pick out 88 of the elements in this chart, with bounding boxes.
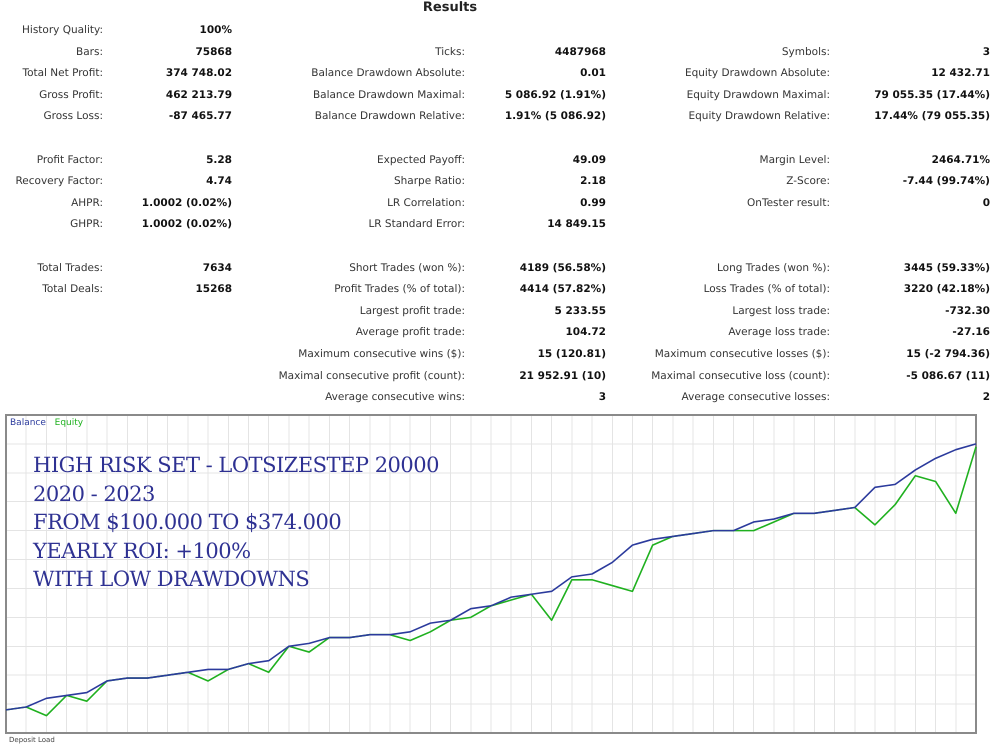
- text: 5 086.92 (1.91%): [504, 88, 606, 101]
- text: 100%: [200, 24, 232, 36]
- text: 0.01: [580, 67, 606, 80]
- text: 2.18: [580, 175, 606, 188]
- text: Profit Factor:: [36, 154, 103, 166]
- text: 104.72: [565, 326, 606, 338]
- text: 3: [598, 391, 606, 404]
- text: Long Trades (won %):: [716, 262, 830, 274]
- text: 12 432.71: [931, 67, 990, 80]
- text: Ticks:: [435, 46, 465, 58]
- text: Profit Trades (% of total):: [334, 283, 465, 296]
- text: OnTester result:: [747, 196, 830, 209]
- text: 4414 (57.82%): [520, 283, 606, 296]
- text: Sharpe Ratio:: [394, 175, 465, 188]
- text: Maximal consecutive profit (count):: [278, 370, 465, 382]
- text: Balance Drawdown Absolute:: [311, 67, 465, 80]
- text: Recovery Factor:: [15, 175, 103, 188]
- text: 3220 (42.18%): [904, 283, 990, 296]
- text: 4189 (56.58%): [520, 262, 606, 274]
- text: 79 055.35 (17.44%): [874, 88, 990, 101]
- text: Maximal consecutive loss (count):: [651, 370, 830, 382]
- text: 14 849.15: [547, 218, 606, 230]
- text: Expected Payoff:: [376, 154, 465, 166]
- annotation: YEARLY ROI: +100%: [33, 538, 251, 562]
- text: Equity Drawdown Absolute:: [684, 67, 830, 80]
- text: Average consecutive wins:: [325, 391, 465, 404]
- text: 17.44% (79 055.35): [874, 110, 990, 122]
- text: Margin Level:: [760, 154, 830, 166]
- text: Balance: [10, 418, 46, 428]
- annotation: WITH LOW DRAWDOWNS: [33, 567, 310, 591]
- text: Maximum consecutive losses ($):: [654, 348, 830, 360]
- text: 462 213.79: [166, 88, 232, 101]
- annotation: FROM $100.000 TO $374.000: [33, 510, 342, 534]
- text: 1.0002 (0.02%): [142, 196, 232, 209]
- text: History Quality:: [22, 24, 103, 36]
- text: AHPR:: [71, 196, 103, 209]
- text: 21 952.91 (10): [519, 370, 606, 382]
- text: Balance Drawdown Relative:: [314, 110, 465, 122]
- text: Loss Trades (% of total):: [704, 283, 830, 296]
- text: 15 (-2 794.36): [906, 348, 990, 360]
- text: 1.0002 (0.02%): [142, 218, 232, 230]
- text: Equity Drawdown Maximal:: [686, 88, 830, 101]
- text: Largest profit trade:: [360, 304, 465, 317]
- text: Total Deals:: [42, 283, 103, 296]
- text: Average loss trade:: [728, 326, 830, 338]
- text: 0: [982, 196, 990, 209]
- text: 4.74: [206, 175, 232, 188]
- text: Largest loss trade:: [732, 304, 830, 317]
- text: 5.28: [206, 154, 232, 166]
- text: 3: [982, 46, 990, 58]
- text: Average consecutive losses:: [682, 391, 830, 404]
- annotation: HIGH RISK SET - LOTSIZESTEP 20000: [33, 453, 440, 477]
- text: -732.30: [945, 304, 990, 317]
- text: 5 233.55: [554, 304, 606, 317]
- text: 4487968: [554, 46, 606, 58]
- text: -27.16: [952, 326, 990, 338]
- text: Bars:: [76, 46, 103, 58]
- text: 1.91% (5 086.92): [504, 110, 606, 122]
- text: Maximum consecutive wins ($):: [298, 348, 465, 360]
- text: 7634: [202, 262, 232, 274]
- annotation: 2020 - 2023: [33, 482, 155, 506]
- text: 49.09: [572, 154, 606, 166]
- text: Average profit trade:: [356, 326, 465, 338]
- text: -5 086.67 (11): [906, 370, 990, 382]
- text: 2464.71%: [932, 154, 990, 166]
- text: 374 748.02: [166, 67, 232, 80]
- text: Balance Drawdown Maximal:: [312, 88, 465, 101]
- text: Total Net Profit:: [22, 67, 103, 80]
- text: -87 465.77: [168, 110, 232, 122]
- text: Symbols:: [782, 46, 830, 58]
- text: Gross Profit:: [39, 88, 103, 101]
- text: Equity: [54, 418, 84, 428]
- text: -7.44 (99.74%): [902, 175, 990, 188]
- text: 75868: [195, 46, 232, 58]
- text: 15268: [195, 283, 232, 296]
- text: Short Trades (won %):: [349, 262, 465, 274]
- text: Equity Drawdown Relative:: [688, 110, 830, 122]
- text: Gross Loss:: [44, 110, 103, 122]
- text: GHPR:: [70, 218, 103, 230]
- text: LR Correlation:: [387, 196, 465, 209]
- text: LR Standard Error:: [368, 218, 465, 230]
- text: 15 (120.81): [538, 348, 606, 360]
- text: Z-Score:: [786, 175, 830, 188]
- text: Results: [422, 0, 478, 15]
- text: 2: [982, 391, 990, 404]
- text: 0.99: [580, 196, 606, 209]
- text: 3445 (59.33%): [904, 262, 990, 274]
- text: Total Trades:: [37, 262, 103, 274]
